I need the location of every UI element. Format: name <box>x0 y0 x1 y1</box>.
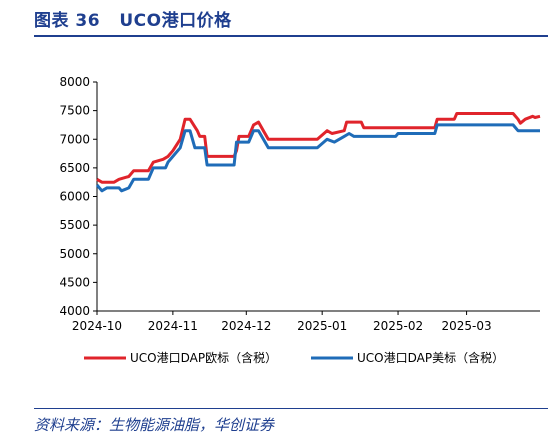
source-note: 资料来源：生物能源油脂，华创证券 <box>34 416 275 434</box>
title-divider <box>34 35 548 37</box>
x-tick-label: 2025-01 <box>297 319 347 333</box>
legend-label-2: UCO港口DAP美标（含税） <box>357 350 504 365</box>
chart-axes <box>96 82 540 312</box>
x-tick-label: 2024-11 <box>148 319 198 333</box>
y-tick-label: 6500 <box>59 161 90 175</box>
figure-title-text: UCO港口价格 <box>119 11 232 31</box>
y-tick-label: 7000 <box>59 132 90 146</box>
y-tick-label: 7500 <box>59 104 90 118</box>
y-tick-label: 5000 <box>59 247 90 261</box>
x-tick-label: 2024-10 <box>72 319 122 333</box>
x-tick-label: 2025-03 <box>442 319 492 333</box>
x-tick-label: 2024-12 <box>221 319 271 333</box>
chart-legend: UCO港口DAP欧标（含税） UCO港口DAP美标（含税） <box>84 350 504 365</box>
y-tick-label: 6000 <box>59 190 90 204</box>
series-line-1 <box>96 112 541 184</box>
y-tick-label: 4500 <box>59 275 90 289</box>
figure-title: 图表 36 UCO港口价格 <box>34 6 232 31</box>
figure-label: 图表 36 <box>34 11 101 31</box>
x-tick-label: 2025-02 <box>373 319 423 333</box>
y-tick-label: 4000 <box>59 304 90 318</box>
y-tick-label: 8000 <box>59 75 90 89</box>
y-axis-ticks: 4000 4500 5000 5500 6000 6500 7000 7500 8000 <box>59 75 97 318</box>
x-axis-ticks: 2024-10 2024-11 2024-12 2025-01 2025-02 2025-… <box>72 311 492 333</box>
source-divider <box>34 408 548 409</box>
y-tick-label: 5500 <box>59 218 90 232</box>
series-line-2 <box>95 123 540 193</box>
series-lines <box>95 112 541 193</box>
legend-label-1: UCO港口DAP欧标（含税） <box>130 350 277 365</box>
